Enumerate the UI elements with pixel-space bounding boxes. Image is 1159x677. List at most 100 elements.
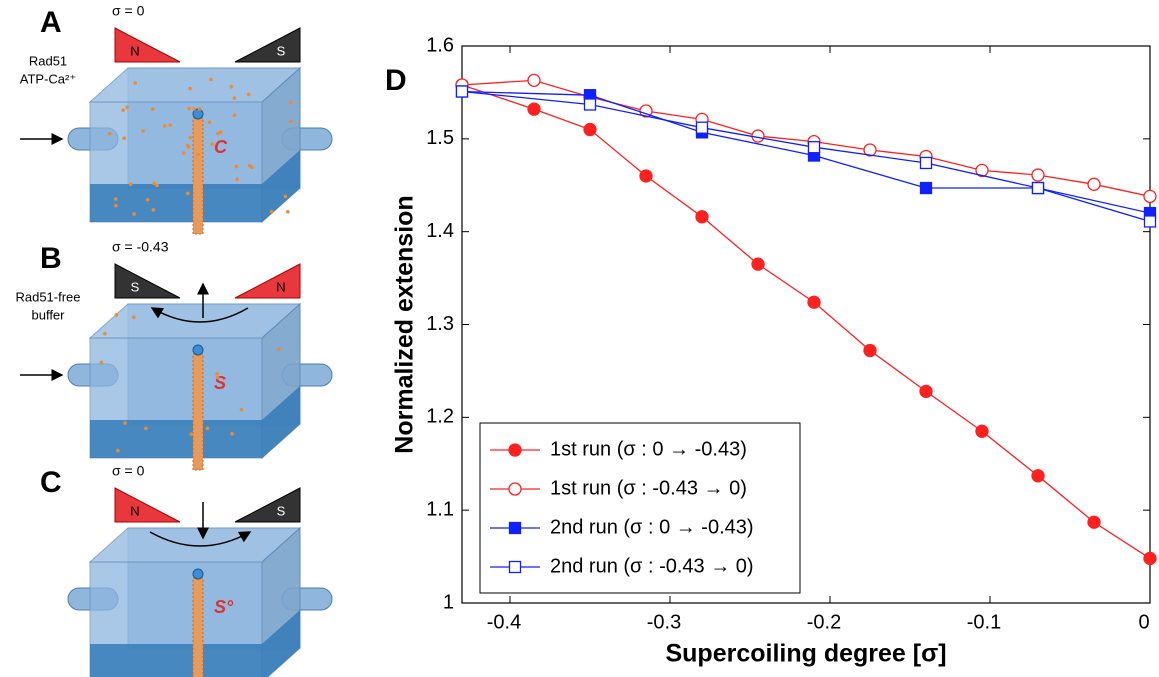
protein [128, 182, 133, 186]
magnet [114, 263, 181, 299]
y-tick-label: 1.5 [426, 127, 454, 149]
protein [289, 100, 293, 105]
magnet-pole: S [131, 279, 140, 294]
protein [189, 432, 194, 436]
protein [210, 142, 214, 147]
marker [1087, 515, 1101, 529]
legend-label: 1st run (σ : -0.43 → 0) [550, 477, 747, 499]
protein [144, 426, 148, 431]
legend-box [479, 422, 801, 594]
marker [583, 98, 597, 111]
protein [205, 426, 210, 431]
protein [152, 181, 156, 186]
marker [975, 424, 989, 438]
x-axis-title: Supercoiling degree [σ] [665, 640, 946, 668]
state-label: S° [214, 597, 234, 617]
marker [807, 295, 821, 309]
state-label: C [214, 137, 228, 157]
protein [229, 84, 234, 89]
magnet-pole: S [277, 503, 286, 518]
sigma-label: σ = 0 [112, 463, 145, 479]
chart: D 1 1.1 1.2 1.3 1.4 1.5 1.6 -0.4 -0.3 -0.2 -0.1 0 Sup… [385, 34, 1157, 668]
protein [197, 107, 202, 111]
marker [975, 163, 989, 178]
y-axis-title: Normalized extension [391, 195, 419, 453]
legend-label: 2nd run (σ : 0 → -0.43) [550, 516, 754, 538]
magnet-pole: N [276, 279, 285, 294]
protein [235, 177, 239, 182]
magnet-pole: S [277, 43, 286, 58]
x-tick-label: -0.1 [967, 611, 1001, 633]
protein [277, 347, 282, 351]
protein [232, 113, 237, 118]
protein [168, 123, 173, 127]
y-tick-label: 1.4 [426, 220, 454, 242]
x-tick-label: -0.4 [487, 611, 521, 633]
marker [583, 122, 597, 137]
protein [114, 203, 118, 208]
marker [1031, 181, 1045, 195]
marker [508, 560, 522, 574]
legend-label: 1st run (σ : 0 → -0.43) [550, 438, 747, 460]
protein [230, 431, 234, 436]
marker [1031, 168, 1045, 182]
series-line [461, 90, 1151, 214]
series-line [461, 90, 1151, 223]
panel-label: C [40, 466, 62, 499]
marker [639, 169, 653, 183]
protein [187, 106, 191, 111]
protein [133, 81, 138, 85]
protein [246, 92, 251, 97]
magnet-pole: N [130, 43, 139, 58]
magnet [114, 487, 181, 523]
protein [123, 421, 127, 425]
filament [192, 577, 204, 677]
x-tick-label: -0.2 [807, 611, 841, 633]
marker [455, 85, 469, 98]
protein [131, 315, 136, 320]
rotation-arrow [149, 531, 252, 547]
protein [132, 212, 136, 216]
magnet [234, 27, 301, 63]
magnet [234, 263, 301, 299]
marker [1143, 551, 1157, 566]
filament [192, 353, 204, 471]
protein [151, 107, 155, 111]
y-tick-label: 1 [443, 591, 454, 613]
protein [116, 448, 120, 453]
sigma-label: σ = -0.43 [112, 239, 169, 255]
protein [185, 143, 190, 148]
protein [188, 86, 192, 91]
protein [162, 124, 167, 128]
y-tick-label: 1.1 [426, 498, 454, 520]
state-label: S [214, 373, 226, 393]
marker [807, 141, 821, 154]
marker [1143, 189, 1157, 204]
rotation-arrow [150, 307, 249, 323]
protein [114, 313, 119, 317]
marker [527, 102, 541, 116]
protein [188, 135, 192, 140]
protein [155, 183, 159, 188]
protein [185, 191, 190, 196]
protein [232, 96, 237, 100]
marker [695, 210, 709, 224]
panel-label: D [385, 64, 407, 97]
protein [247, 163, 252, 168]
marker [639, 104, 653, 118]
water [90, 610, 300, 677]
reagent: buffer [31, 307, 65, 322]
diagrams: C A σ = 0 N S Rad51 ATP-Ca²⁺ S B σ = -0.43 S N Rad51… [15, 3, 333, 677]
marker [1031, 469, 1045, 483]
marker [863, 143, 877, 157]
sigma-label: σ = 0 [112, 3, 145, 19]
magnet [234, 487, 301, 523]
protein [113, 197, 118, 201]
panel-label: A [40, 6, 62, 39]
x-tick-label: -0.3 [647, 611, 681, 633]
marker [919, 384, 933, 398]
protein [215, 375, 220, 380]
protein [196, 152, 200, 157]
protein [239, 407, 244, 412]
